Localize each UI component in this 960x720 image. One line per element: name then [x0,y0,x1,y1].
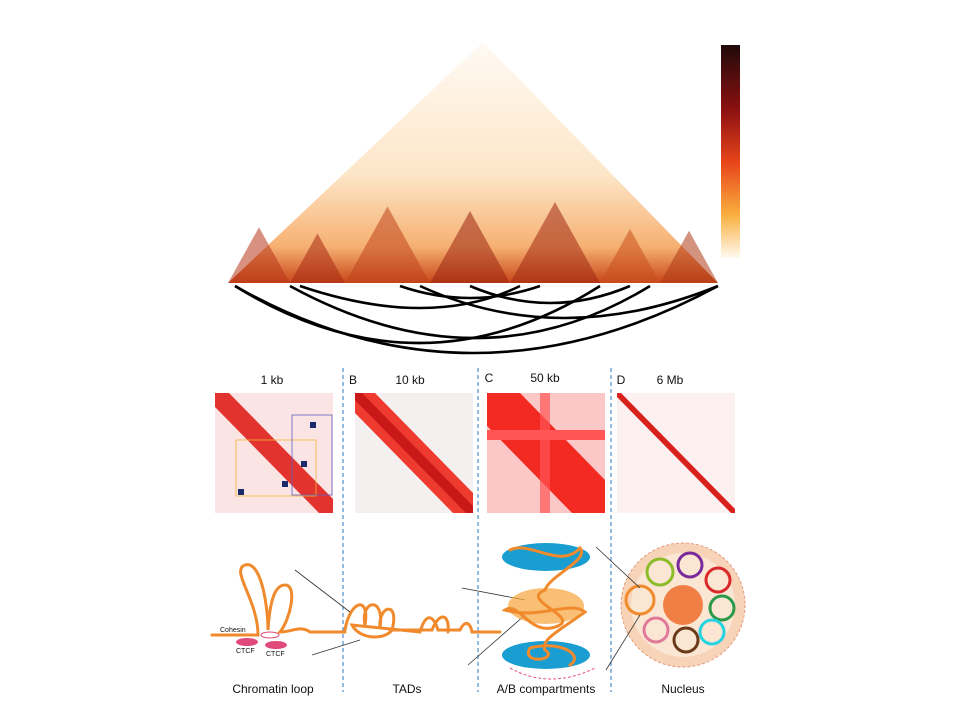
compartments-drawing [501,543,596,680]
panel-label: TADs [392,682,421,696]
tad [228,227,290,283]
panel-letter: C [485,371,494,385]
resolution: 6 Mb [657,373,684,387]
panel-letter: D [617,373,626,387]
heatmap [215,393,333,513]
heatmap [487,393,605,513]
annotation: Cohesin [220,627,246,634]
loop-arcs [234,284,719,355]
tad [430,211,510,283]
tad [600,229,660,283]
heatmap [617,393,735,513]
tad-triangles [228,202,718,283]
tad [660,230,718,283]
panel-letter: B [349,373,357,387]
nucleus-drawing [595,542,746,671]
heatmap [355,393,473,513]
hic-triangle [228,42,718,283]
panel-label: Chromatin loop [232,682,314,696]
tad [510,202,600,283]
annotation: CTCF [236,648,255,655]
tad [290,233,345,283]
panel-label: Nucleus [661,682,704,696]
tad [345,206,430,283]
annotation: CTCF [266,651,285,658]
tads-drawing [294,569,526,666]
resolution: 10 kb [395,373,425,387]
panel-label: A/B compartments [497,682,596,696]
resolution: 1 kb [261,373,284,387]
chromatin-loop [210,563,347,649]
color-bar [721,45,740,258]
resolution: 50 kb [530,371,560,385]
